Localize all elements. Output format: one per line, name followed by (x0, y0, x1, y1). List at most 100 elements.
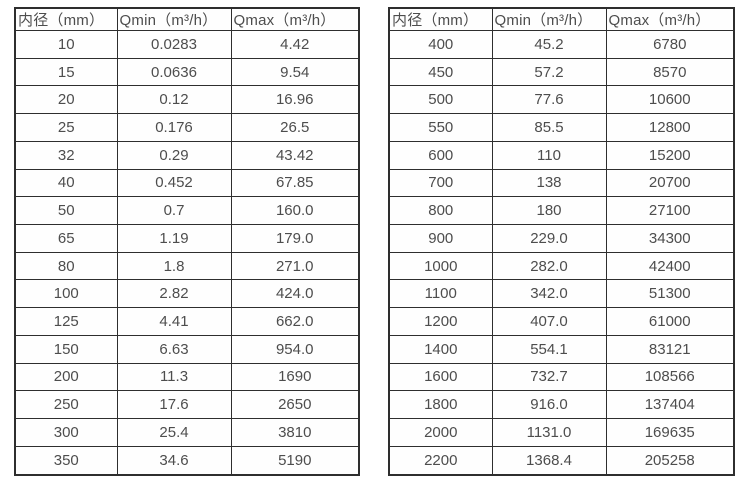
table-cell: 2650 (230, 390, 360, 420)
table-row: 40 0.452 67.85 (14, 168, 360, 198)
table-row: 10 0.0283 4.42 (14, 30, 360, 59)
table-cell: 17.6 (116, 390, 232, 420)
table-row: 1800 916.0 137404 (388, 390, 735, 420)
table-cell: 6780 (605, 30, 735, 59)
table-cell: 229.0 (491, 224, 607, 253)
table-row: 200 11.3 1690 (14, 362, 360, 392)
table-cell: 1400 (388, 334, 493, 364)
table-cell: 77.6 (491, 85, 607, 115)
table-cell: 1000 (388, 251, 493, 281)
table-row: 2200 1368.4 205258 (388, 445, 735, 476)
table-cell: 20 (14, 85, 118, 115)
table-row: 300 25.4 3810 (14, 418, 360, 447)
table-row: 600 110 15200 (388, 140, 735, 170)
table-cell: 954.0 (230, 334, 360, 364)
table-cell: 15200 (605, 140, 735, 170)
table-cell: 10600 (605, 85, 735, 115)
table-cell: 2.82 (116, 279, 232, 309)
table-cell: 0.452 (116, 168, 232, 198)
table-cell: 11.3 (116, 362, 232, 392)
table-cell: 25.4 (116, 418, 232, 447)
table-cell: 1.8 (116, 251, 232, 281)
table-cell: 0.0636 (116, 57, 232, 87)
table-cell: 138 (491, 168, 607, 198)
table-row: 150 6.63 954.0 (14, 334, 360, 364)
table-cell: 271.0 (230, 251, 360, 281)
table-cell: 34300 (605, 224, 735, 253)
table-cell: 0.176 (116, 113, 232, 142)
table-row: 700 138 20700 (388, 168, 735, 198)
table-body: 10 0.0283 4.42 15 0.0636 9.54 20 0.12 16.96 25 0.1… (14, 30, 360, 476)
table-cell: 550 (388, 113, 493, 142)
table-cell: 1600 (388, 362, 493, 392)
table-cell: 32 (14, 140, 118, 170)
table-cell: 50 (14, 196, 118, 226)
table-cell: 0.29 (116, 140, 232, 170)
column-header-inner-diameter: 内径（mm） (388, 7, 493, 31)
table-header-row: 内径（mm） Qmin（m³/h） Qmax（m³/h） (14, 7, 360, 31)
table-cell: 2200 (388, 445, 493, 476)
table-row: 1600 732.7 108566 (388, 362, 735, 392)
table-cell: 150 (14, 334, 118, 364)
table-cell: 61000 (605, 307, 735, 336)
table-cell: 27100 (605, 196, 735, 226)
table-cell: 200 (14, 362, 118, 392)
table-cell: 662.0 (230, 307, 360, 336)
table-row: 450 57.2 8570 (388, 57, 735, 87)
flow-table-small-diameters: 内径（mm） Qmin（m³/h） Qmax（m³/h） 10 0.0283 4.4… (14, 7, 360, 476)
table-cell: 10 (14, 30, 118, 59)
table-cell: 25 (14, 113, 118, 142)
table-cell: 1368.4 (491, 445, 607, 476)
table-cell: 400 (388, 30, 493, 59)
table-cell: 1200 (388, 307, 493, 336)
table-cell: 1800 (388, 390, 493, 420)
table-cell: 137404 (605, 390, 735, 420)
table-cell: 8570 (605, 57, 735, 87)
column-header-inner-diameter: 内径（mm） (14, 7, 118, 31)
table-cell: 205258 (605, 445, 735, 476)
table-cell: 1690 (230, 362, 360, 392)
table-cell: 350 (14, 445, 118, 476)
table-row: 20 0.12 16.96 (14, 85, 360, 115)
table-cell: 5190 (230, 445, 360, 476)
table-cell: 160.0 (230, 196, 360, 226)
table-cell: 43.42 (230, 140, 360, 170)
table-cell: 57.2 (491, 57, 607, 87)
table-cell: 732.7 (491, 362, 607, 392)
table-row: 1200 407.0 61000 (388, 307, 735, 336)
table-row: 15 0.0636 9.54 (14, 57, 360, 87)
table-cell: 916.0 (491, 390, 607, 420)
table-cell: 65 (14, 224, 118, 253)
table-cell: 15 (14, 57, 118, 87)
table-cell: 700 (388, 168, 493, 198)
table-row: 125 4.41 662.0 (14, 307, 360, 336)
table-row: 550 85.5 12800 (388, 113, 735, 142)
table-row: 32 0.29 43.42 (14, 140, 360, 170)
column-header-qmin: Qmin（m³/h） (491, 7, 607, 31)
table-row: 65 1.19 179.0 (14, 224, 360, 253)
table-cell: 40 (14, 168, 118, 198)
table-cell: 4.41 (116, 307, 232, 336)
table-cell: 500 (388, 85, 493, 115)
table-row: 80 1.8 271.0 (14, 251, 360, 281)
table-cell: 42400 (605, 251, 735, 281)
table-row: 500 77.6 10600 (388, 85, 735, 115)
table-cell: 110 (491, 140, 607, 170)
table-row: 400 45.2 6780 (388, 30, 735, 59)
table-row: 50 0.7 160.0 (14, 196, 360, 226)
table-cell: 80 (14, 251, 118, 281)
table-cell: 0.0283 (116, 30, 232, 59)
table-cell: 250 (14, 390, 118, 420)
table-cell: 100 (14, 279, 118, 309)
table-row: 1100 342.0 51300 (388, 279, 735, 309)
table-cell: 34.6 (116, 445, 232, 476)
table-header-row: 内径（mm） Qmin（m³/h） Qmax（m³/h） (388, 7, 735, 31)
flow-table-large-diameters: 内径（mm） Qmin（m³/h） Qmax（m³/h） 400 45.2 6780… (388, 7, 735, 476)
table-row: 1000 282.0 42400 (388, 251, 735, 281)
table-cell: 125 (14, 307, 118, 336)
table-cell: 6.63 (116, 334, 232, 364)
table-cell: 1.19 (116, 224, 232, 253)
table-cell: 83121 (605, 334, 735, 364)
table-body: 400 45.2 6780 450 57.2 8570 500 77.6 10600 550 85.… (388, 30, 735, 476)
